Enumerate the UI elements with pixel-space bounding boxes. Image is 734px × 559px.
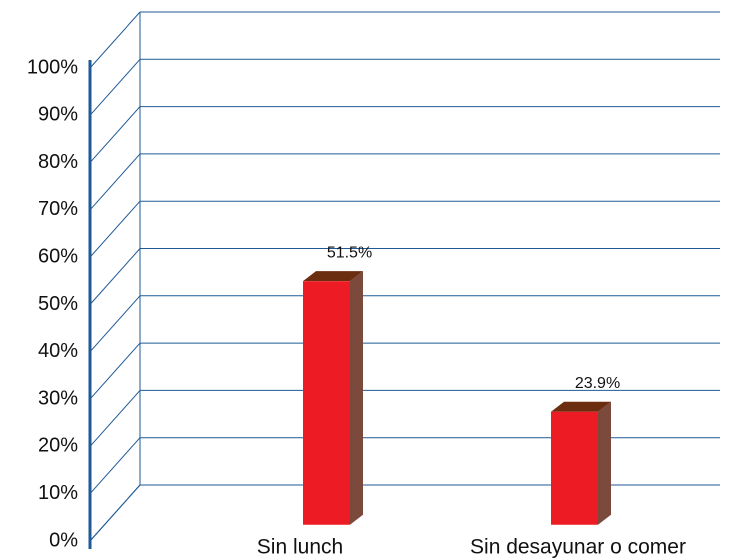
grid-diagonal — [89, 437, 141, 495]
grid-diagonal — [89, 200, 141, 258]
bar-top — [551, 401, 611, 412]
grid-diagonal — [89, 58, 141, 116]
grid-diagonal — [89, 11, 141, 69]
y-tick-label: 80% — [38, 151, 78, 173]
y-tick-label: 70% — [38, 198, 78, 220]
y-tick-label: 10% — [38, 482, 78, 504]
x-tick-label: Sin desayunar o comer — [470, 536, 686, 559]
y-tick-label: 50% — [38, 293, 78, 315]
grid-diagonal — [89, 295, 141, 353]
x-tick-label: Sin lunch — [257, 536, 343, 559]
y-tick-label: 20% — [38, 435, 78, 457]
y-tick-label: 40% — [38, 340, 78, 362]
bar-top — [303, 271, 363, 282]
y-tick-label: 0% — [49, 529, 78, 551]
bar — [303, 281, 350, 525]
grid-diagonal — [89, 153, 141, 211]
grid-diagonal — [89, 106, 141, 163]
grid-diagonal — [89, 248, 141, 305]
y-tick-label: 90% — [38, 104, 78, 126]
y-tick-label: 60% — [38, 245, 78, 267]
bar — [551, 411, 598, 525]
grid-diagonal — [89, 390, 141, 447]
y-tick-label: 30% — [38, 387, 78, 409]
bar-side — [350, 271, 363, 525]
grid-diagonal — [89, 342, 141, 400]
y-tick-label: 100% — [27, 56, 78, 78]
bar-side — [598, 401, 611, 525]
grid-diagonal — [89, 484, 141, 542]
value-label: 23.9% — [575, 375, 620, 392]
value-label: 51.5% — [327, 244, 372, 261]
